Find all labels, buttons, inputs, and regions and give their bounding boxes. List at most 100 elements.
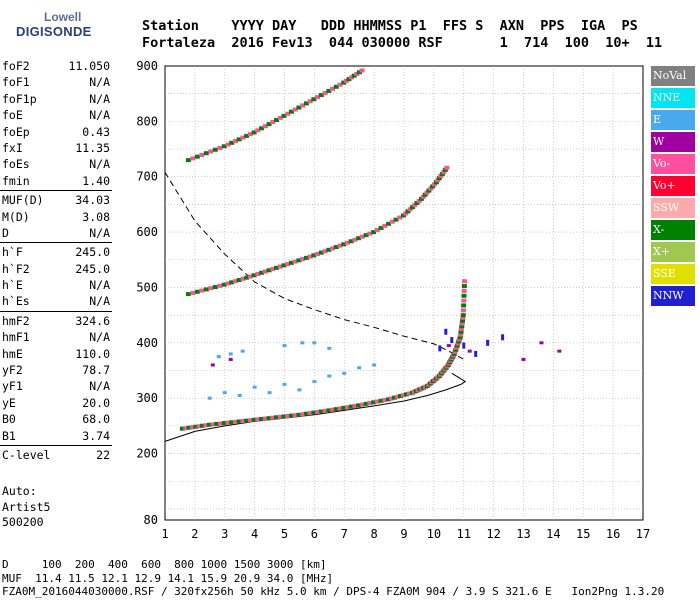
x-tick-label: 16 (606, 527, 620, 541)
y-tick-label: 500 (136, 280, 158, 294)
third-hop-trace-mark (194, 154, 200, 159)
second-hop-trace-mark (374, 228, 380, 233)
nnw-direction-echo (438, 345, 442, 352)
second-hop-trace-mark (333, 245, 339, 250)
param-value: N/A (89, 294, 110, 309)
w-direction-echo (557, 349, 562, 353)
auto-line: Artist5 (2, 499, 51, 514)
param-row: h`F 245.0 (0, 244, 112, 260)
third-hop-trace-mark (285, 111, 291, 116)
param-name: h`F2 (2, 261, 30, 276)
f-layer-trace-mark (341, 405, 347, 410)
second-hop-trace-mark (255, 272, 261, 277)
third-hop-trace-mark (199, 152, 205, 157)
f-layer-trace-mark (352, 404, 358, 409)
f-layer-trace-mark (461, 293, 467, 298)
f-layer-trace-mark (460, 313, 466, 318)
f-layer-trace-mark (456, 339, 462, 344)
f-layer-trace-mark (244, 418, 250, 423)
second-hop-trace-mark (403, 211, 409, 216)
second-hop-trace-mark (344, 240, 350, 245)
param-name: fxI (2, 140, 23, 155)
f-layer-trace-mark (206, 422, 212, 427)
param-separator (0, 310, 112, 312)
second-hop-trace-mark (433, 180, 439, 185)
f-layer-trace-mark (214, 421, 220, 426)
second-hop-trace-mark (430, 184, 436, 189)
f-layer-trace-mark (311, 410, 317, 415)
third-hop-trace-mark (262, 124, 268, 129)
param-row: B1 3.74 (0, 428, 112, 444)
legend-item-e: E (651, 110, 695, 130)
f-layer-trace-mark (274, 415, 280, 420)
y-tick-label: 400 (136, 336, 158, 350)
third-hop-trace-mark (343, 78, 349, 83)
f-layer-trace-mark (292, 413, 298, 418)
nnw-direction-echo (450, 337, 454, 344)
f-layer-trace-mark (183, 426, 189, 431)
x-tick-label: 12 (486, 527, 500, 541)
second-hop-trace-mark (229, 280, 235, 285)
x-tick-label: 2 (191, 527, 198, 541)
f-layer-trace-mark (300, 412, 306, 417)
third-hop-trace-mark (259, 126, 265, 131)
f-layer-trace-mark (193, 424, 199, 429)
second-hop-trace-mark (382, 223, 388, 228)
second-hop-trace-mark (303, 255, 309, 260)
param-value: 34.03 (75, 193, 110, 208)
legend-item-nnw: NNW (651, 286, 695, 306)
w-direction-echo (228, 357, 233, 361)
second-hop-trace-mark (190, 290, 196, 295)
f-layer-trace-mark (395, 394, 401, 399)
second-hop-trace-mark (240, 276, 246, 281)
param-name: yF1 (2, 379, 23, 394)
second-hop-trace-mark (236, 277, 242, 282)
param-value: N/A (89, 225, 110, 240)
f-layer-trace-mark (462, 279, 468, 284)
e-direction-echo (297, 388, 302, 392)
legend-item-w: W (651, 132, 695, 152)
second-hop-trace-mark (422, 192, 428, 197)
second-hop-trace-mark (212, 285, 218, 290)
param-row: fmin 1.40 (0, 173, 112, 189)
second-hop-trace-mark (300, 257, 306, 262)
e-direction-echo (282, 382, 287, 386)
e-direction-echo (228, 352, 233, 356)
param-value: 3.74 (82, 428, 110, 443)
param-value: N/A (89, 330, 110, 345)
x-tick-label: 5 (281, 527, 288, 541)
x-tick-label: 8 (371, 527, 378, 541)
autoscaling-info: Auto: Artist5 500200 (2, 484, 50, 531)
legend-item-x-: X- (651, 220, 695, 240)
f-layer-trace-mark (200, 423, 206, 428)
f-layer-trace-mark (344, 405, 350, 410)
second-hop-trace-mark (359, 234, 365, 239)
second-hop-trace-mark (386, 221, 392, 226)
second-hop-trace-mark (435, 178, 441, 183)
w-direction-echo (467, 349, 472, 353)
f-layer-trace-mark (179, 426, 185, 431)
w-direction-echo (521, 357, 526, 361)
legend-item-x-: X+ (651, 242, 695, 262)
third-hop-trace-mark (346, 77, 352, 82)
f-layer-trace-mark (458, 329, 464, 334)
second-hop-trace-mark (348, 239, 354, 244)
param-row: yF1 N/A (0, 378, 112, 394)
third-hop-trace-mark (236, 137, 242, 142)
second-hop-trace-mark (247, 274, 253, 279)
param-name: foEp (2, 124, 30, 139)
f-layer-trace-mark (457, 337, 463, 342)
param-row: hmE 110.0 (0, 346, 112, 362)
f-layer-trace-mark (225, 420, 231, 425)
y-tick-label: 200 (136, 447, 158, 461)
param-name: D (2, 225, 9, 240)
e-direction-echo (252, 385, 257, 389)
legend-item-nne: NNE (651, 88, 695, 108)
f-layer-trace-mark (356, 403, 362, 408)
third-hop-trace-mark (247, 132, 253, 137)
e-direction-echo (300, 341, 305, 345)
second-hop-trace-mark (244, 275, 250, 280)
param-value: 22 (96, 447, 110, 462)
x-tick-label: 15 (576, 527, 590, 541)
second-hop-trace-mark (318, 250, 324, 255)
